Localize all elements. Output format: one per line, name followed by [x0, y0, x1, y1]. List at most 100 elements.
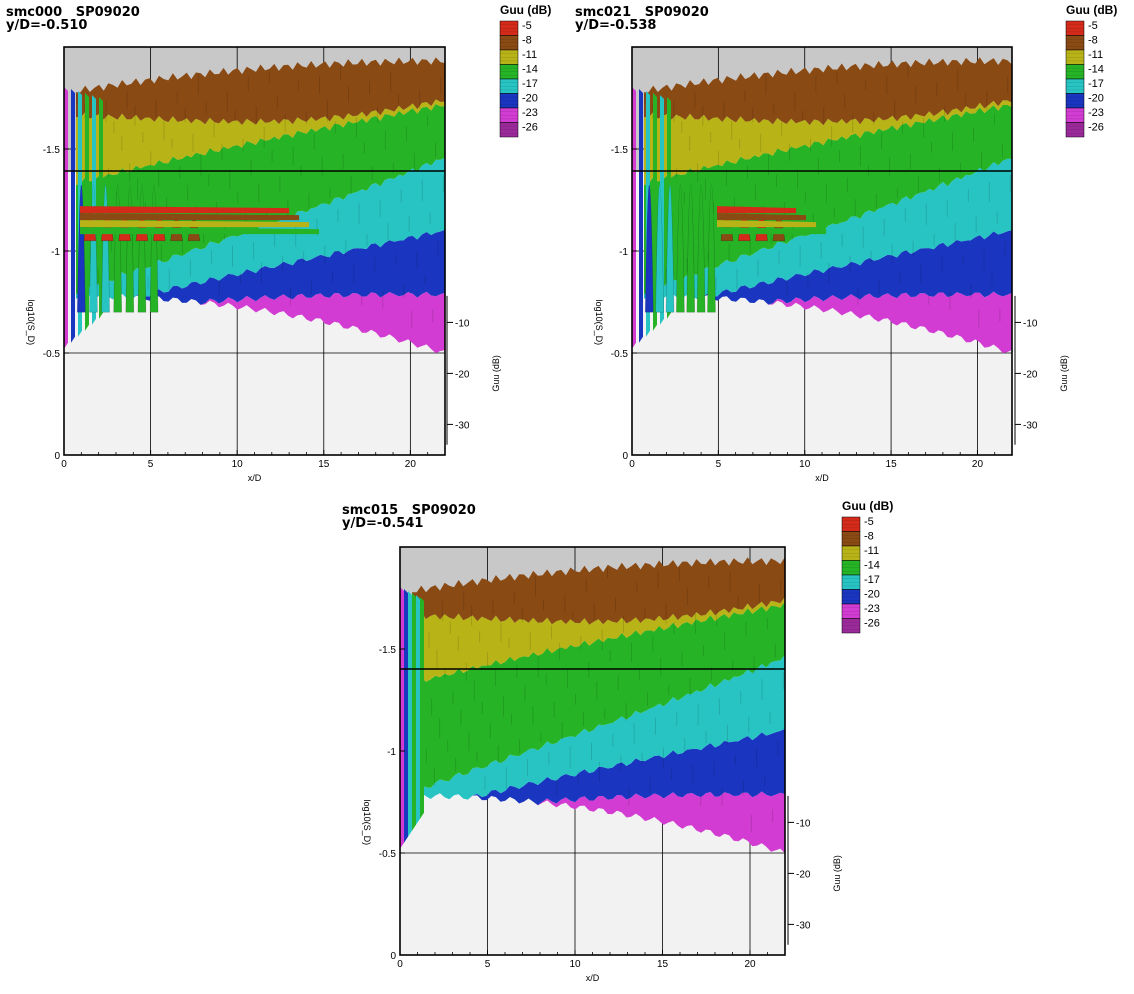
oscillation-column — [686, 184, 696, 313]
x-tick-label: 10 — [232, 459, 244, 470]
y-tick-label: -0.5 — [379, 849, 397, 860]
ridge-band — [80, 213, 300, 221]
legend: Guu (dB) -5 -8 -11 -14 -17 -20 -23 -26 — [499, 3, 551, 138]
x-axis-label: x/D — [248, 473, 262, 483]
surface-band — [644, 158, 1012, 300]
surface-wall — [412, 593, 416, 831]
surface-band — [76, 57, 445, 125]
surface-wall — [653, 93, 657, 331]
chart-subtitle: y/D=-0.538 — [575, 18, 657, 33]
ridge-band — [80, 220, 310, 228]
oscillation-column — [676, 184, 685, 313]
chart-title: smc000 SP09020 — [6, 5, 140, 20]
legend-label: -23 — [522, 107, 538, 119]
legend-label: -20 — [864, 589, 880, 601]
legend-label: -23 — [1088, 107, 1104, 119]
legend-label: -5 — [522, 20, 532, 32]
y-axis-label: log10(S_D) — [26, 300, 36, 346]
z-tick-label: -20 — [796, 869, 811, 880]
surface-chart: 0 5 10 15 20 x/D 0 -0.5 -1 -1.5 log10(S_D) -10 -20 -3… — [594, 3, 1117, 483]
z-axis-label: Guu (dB) — [491, 355, 501, 392]
legend-label: -11 — [1088, 49, 1103, 61]
x-tick-label: 5 — [148, 459, 154, 470]
legend-label: -17 — [864, 574, 880, 586]
surface-wall — [404, 589, 408, 843]
surface-wall — [420, 597, 424, 819]
ridge-band — [80, 206, 290, 214]
x-tick-label: 20 — [744, 959, 756, 970]
x-tick-label: 0 — [629, 459, 635, 470]
legend-label: -5 — [864, 516, 874, 528]
y-tick-label: -1.5 — [379, 645, 397, 656]
oscillation-column — [644, 184, 654, 313]
surface-band — [412, 601, 785, 795]
legend: Guu (dB) -5 -8 -11 -14 -17 -20 -23 -26 — [1065, 3, 1117, 138]
x-tick-label: 15 — [657, 959, 669, 970]
x-tick-label: 5 — [485, 959, 491, 970]
surface-chart: 0 5 10 15 20 x/D 0 -0.5 -1 -1.5 log10(S_D) -10 -20 -3… — [26, 3, 551, 483]
surface-band — [644, 57, 1012, 126]
surface-band — [644, 291, 1012, 354]
ridge-band — [717, 213, 807, 221]
legend-title: Guu (dB) — [1066, 3, 1117, 17]
legend-label: -8 — [522, 35, 532, 47]
chart-subtitle: y/D=-0.541 — [342, 516, 424, 531]
x-tick-label: 10 — [569, 959, 581, 970]
surface-band — [644, 100, 1012, 186]
ridge-band — [717, 206, 797, 214]
legend-label: -17 — [1088, 78, 1104, 90]
x-tick-label: 0 — [61, 459, 67, 470]
z-tick-label: -10 — [796, 818, 811, 829]
surface-wall — [64, 87, 68, 349]
chart-title: smc021 SP09020 — [575, 5, 709, 20]
ridge-peaks — [80, 206, 320, 242]
chart-panel-smc015: smc015 SP09020 y/D=-0.541 0 5 10 15 20 x/D 0 -0… — [336, 496, 936, 994]
y-tick-label: -1 — [51, 247, 60, 258]
legend-label: -20 — [1088, 93, 1104, 105]
surface-wall — [632, 87, 636, 349]
surface-wall — [408, 591, 412, 837]
legend-label: -26 — [522, 122, 538, 134]
z-tick-label: -20 — [455, 369, 470, 380]
surface-band — [412, 728, 785, 806]
z-axis-label: Guu (dB) — [832, 855, 842, 892]
oscillation-column — [696, 184, 706, 313]
legend: Guu (dB) -5 -8 -11 -14 -17 -20 -23 -26 — [841, 499, 893, 634]
y-tick-label: -0.5 — [43, 349, 61, 360]
surface-band — [644, 230, 1012, 305]
chart-panel-smc000: smc000 SP09020 y/D=-0.510 0 5 10 15 20 x/D 0 -0… — [0, 0, 568, 490]
legend-label: -11 — [864, 545, 879, 557]
z-tick-label: -30 — [455, 420, 470, 431]
x-tick-label: 20 — [405, 459, 417, 470]
surface-wall — [639, 89, 643, 343]
y-tick-label: 0 — [54, 451, 60, 462]
z-tick-label: -20 — [1023, 369, 1038, 380]
z-tick-label: -10 — [455, 318, 470, 329]
surface-band — [412, 557, 785, 625]
legend-label: -14 — [864, 560, 880, 572]
surface-band — [76, 104, 445, 295]
surface-band — [412, 791, 785, 854]
ridge-peaks — [717, 206, 827, 242]
z-tick-label: -30 — [1023, 420, 1038, 431]
oscillation-column — [655, 184, 664, 313]
legend-label: -8 — [864, 531, 874, 543]
legend-label: -17 — [522, 78, 538, 90]
x-tick-label: 10 — [799, 459, 811, 470]
surface-wall — [71, 89, 75, 343]
oscillation-column — [665, 184, 675, 313]
y-tick-label: -1 — [387, 747, 396, 758]
legend-label: -11 — [522, 49, 537, 61]
y-tick-label: -0.5 — [611, 349, 629, 360]
legend-label: -23 — [864, 603, 880, 615]
y-tick-label: 0 — [622, 451, 628, 462]
surface — [400, 557, 785, 854]
surface-chart: 0 5 10 15 20 x/D 0 -0.5 -1 -1.5 log10(S_D) -10 -20 -3… — [362, 499, 893, 983]
y-tick-label: -1.5 — [611, 145, 629, 156]
surface-wall — [400, 587, 404, 849]
x-tick-label: 0 — [397, 959, 403, 970]
surface-wall — [416, 595, 420, 825]
ridge-band — [80, 227, 320, 235]
x-axis-label: x/D — [586, 973, 600, 983]
y-axis-label: log10(S_D) — [594, 300, 604, 346]
